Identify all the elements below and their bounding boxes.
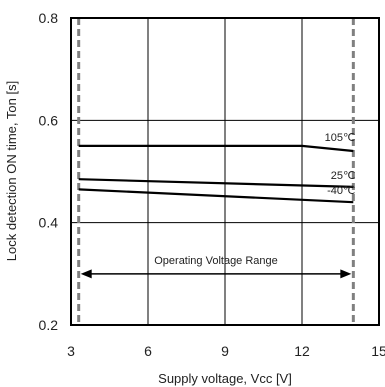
series-label: -40℃ xyxy=(327,185,355,197)
series-label: 25℃ xyxy=(331,170,356,182)
series-label: 105℃ xyxy=(325,132,356,144)
x-tick-label: 6 xyxy=(144,343,152,359)
series-line xyxy=(78,144,354,153)
y-tick-label: 0.4 xyxy=(39,215,59,231)
x-axis-title: Supply voltage, Vcc [V] xyxy=(158,371,292,386)
x-tick-label: 3 xyxy=(67,343,75,359)
y-axis-title: Lock detection ON time, Ton [s] xyxy=(4,81,19,261)
operating-range-label: Operating Voltage Range xyxy=(154,255,278,267)
chart-labels: 3 6 9 12 15 0.2 0.4 0.6 0.8 105℃ 25℃ -40℃ xyxy=(39,10,385,359)
x-tick-label: 12 xyxy=(294,343,310,359)
y-tick-label: 0.6 xyxy=(39,112,59,128)
series-lines xyxy=(78,144,354,204)
series-line xyxy=(78,178,354,188)
y-tick-label: 0.8 xyxy=(39,10,59,26)
series-line xyxy=(78,188,354,204)
operating-range-bounds xyxy=(77,18,355,325)
operating-range-arrow: Operating Voltage Range xyxy=(80,255,352,279)
range-arrow-head-left xyxy=(80,269,92,279)
range-arrow-head-right xyxy=(340,269,352,279)
x-tick-label: 15 xyxy=(371,343,385,359)
x-tick-label: 9 xyxy=(221,343,229,359)
y-tick-label: 0.2 xyxy=(39,317,59,333)
plot-frame xyxy=(70,17,380,326)
